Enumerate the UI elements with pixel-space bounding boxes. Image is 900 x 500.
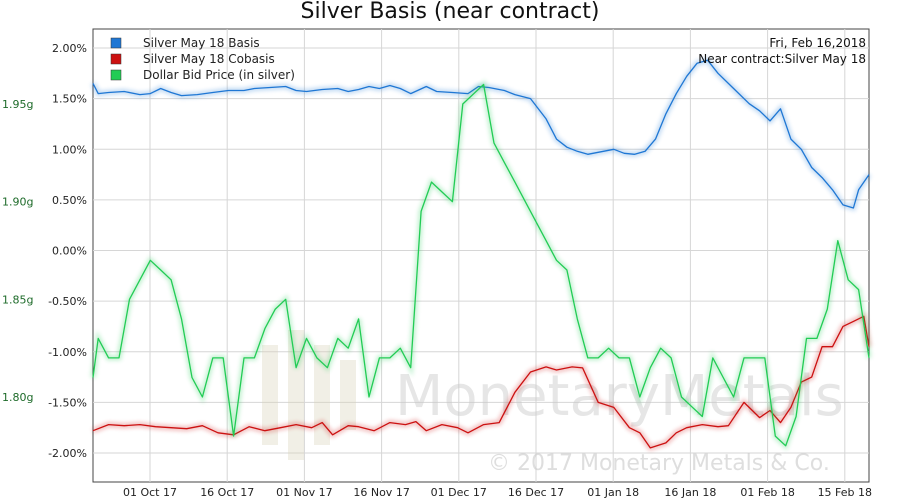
legend-label-basis: Silver May 18 Basis — [143, 36, 260, 50]
copyright-text: © 2017 Monetary Metals & Co. — [488, 451, 830, 476]
x-tick-label: 01 Dec 17 — [431, 486, 487, 499]
y-tick-label-left: 0.00% — [52, 245, 87, 258]
x-tick-label: 16 Dec 17 — [508, 486, 564, 499]
legend-label-cobasis: Silver May 18 Cobasis — [143, 52, 275, 66]
series-line-2 — [92, 83, 870, 447]
x-tick-label: 01 Jan 18 — [587, 486, 639, 499]
contract-annotation: Near contract:Silver May 18 — [698, 52, 866, 66]
legend-swatch-cobasis — [110, 53, 122, 65]
date-annotation: Fri, Feb 16,2018 — [769, 36, 866, 50]
x-tick-label: 16 Oct 17 — [200, 486, 254, 499]
y-tick-label-right: 1.95g — [2, 98, 33, 111]
x-tick-label: 01 Nov 17 — [276, 486, 332, 499]
x-tick-label: 16 Nov 17 — [353, 486, 409, 499]
chart-title: Silver Basis (near contract) — [301, 0, 600, 24]
x-tick-label: 01 Oct 17 — [123, 486, 177, 499]
y-tick-label-left: 1.00% — [52, 143, 87, 156]
legend-swatch-dollar — [110, 69, 122, 81]
y-tick-label-right: 1.90g — [2, 196, 33, 209]
legend-label-dollar: Dollar Bid Price (in silver) — [143, 68, 295, 82]
y-tick-label-right: 1.80g — [2, 391, 33, 404]
legend-swatch-basis — [110, 37, 122, 49]
y-tick-label-right: 1.85g — [2, 293, 33, 306]
y-tick-label-left: 1.50% — [52, 93, 87, 106]
y-tick-label-left: -2.00% — [48, 447, 87, 460]
series-line-0 — [92, 59, 870, 209]
series-lines — [90, 57, 872, 451]
y-tick-label-left: -0.50% — [48, 295, 87, 308]
y-tick-label-left: 0.50% — [52, 194, 87, 207]
y-tick-label-left: 2.00% — [52, 42, 87, 55]
x-tick-label: 16 Jan 18 — [664, 486, 716, 499]
axis-ticks: 2.00% 1.50% 1.00% 0.50% 0.00% -0.50% -1.00% -1.… — [2, 42, 872, 499]
y-tick-label-left: -1.00% — [48, 346, 87, 359]
y-tick-label-left: -1.50% — [48, 396, 87, 409]
x-tick-label: 01 Feb 18 — [740, 486, 794, 499]
legend: Silver May 18 Basis Silver May 18 Cobasi… — [110, 36, 295, 82]
x-tick-label: 15 Feb 18 — [818, 486, 872, 499]
gridlines — [93, 29, 869, 482]
